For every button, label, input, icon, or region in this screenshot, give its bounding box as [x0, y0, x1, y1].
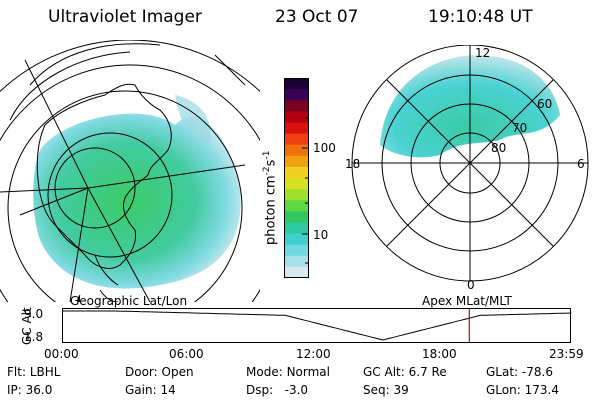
geographic-panel-label: Geographic Lat/Lon — [70, 294, 188, 308]
x-tick-3: 18:00 — [422, 347, 457, 361]
colorbar-segment — [284, 211, 309, 223]
x-tick-0: 00:00 — [44, 347, 79, 361]
colorbar-segment — [284, 100, 309, 112]
mlt-18-label: 18 — [345, 157, 361, 171]
x-tick-1: 06:00 — [169, 347, 204, 361]
colorbar-segment — [284, 178, 309, 190]
gc-alt-status: GC Alt: 6.7 Re — [363, 365, 447, 379]
colorbar-tick-100: 100 — [313, 141, 336, 155]
altitude-curve — [63, 310, 572, 341]
colorbar-segment — [284, 89, 309, 101]
geographic-map — [0, 40, 260, 302]
glon-status: GLon: 173.4 — [486, 383, 559, 397]
door-status: Door: Open — [125, 365, 194, 379]
instrument-title: Ultraviolet Imager — [48, 7, 202, 27]
colorbar-segment — [284, 144, 309, 157]
color-scale-bar — [284, 78, 309, 278]
gain-status: Gain: 14 — [125, 383, 176, 397]
mode-status: Mode: Normal — [246, 365, 330, 379]
altitude-plot — [62, 308, 572, 343]
mlat-80-label: 80 — [491, 141, 507, 155]
colorbar-segment — [284, 78, 309, 90]
x-tick-4: 23:59 — [549, 347, 584, 361]
magnetic-polar-plot — [351, 45, 589, 282]
time-label: 19:10:48 UT — [428, 7, 533, 27]
dsp-status: Dsp: -3.0 — [246, 383, 309, 397]
ip-status: IP: 36.0 — [7, 383, 53, 397]
x-tick-2: 12:00 — [296, 347, 331, 361]
colorbar-segment — [284, 222, 309, 235]
colorbar-segment — [284, 189, 309, 201]
glat-status: GLat: -78.6 — [486, 365, 553, 379]
colorbar-segment — [284, 166, 309, 179]
colorbar-unit-label: photon cm-2s-1 — [262, 150, 279, 245]
flt-status: Flt: LBHL — [7, 365, 61, 379]
date-label: 23 Oct 07 — [275, 7, 359, 27]
colorbar-segment — [284, 122, 309, 135]
colorbar-segment — [284, 200, 309, 212]
colorbar-segment — [284, 155, 309, 168]
mlt-12-label: 12 — [475, 46, 491, 60]
colorbar-segment — [284, 255, 309, 268]
seq-status: Seq: 39 — [363, 383, 409, 397]
aurora-emission — [33, 113, 241, 289]
colorbar-segment — [284, 233, 309, 246]
mlat-70-label: 70 — [512, 121, 528, 135]
colorbar-segment — [284, 266, 309, 278]
coastline — [36, 83, 172, 269]
colorbar-segment — [284, 133, 309, 146]
mlt-6-label: 6 — [577, 157, 585, 171]
magnetic-panel-label: Apex MLat/MLT — [422, 294, 512, 308]
mlt-0-label: 0 — [467, 278, 475, 292]
colorbar-tick-10: 10 — [313, 228, 329, 242]
mlat-60-label: 60 — [537, 97, 553, 111]
alt-ymin-label: 1.8 — [24, 330, 44, 344]
alt-ymax-label: 9.0 — [24, 307, 44, 321]
colorbar-segment — [284, 244, 309, 257]
colorbar-segment — [284, 111, 309, 123]
